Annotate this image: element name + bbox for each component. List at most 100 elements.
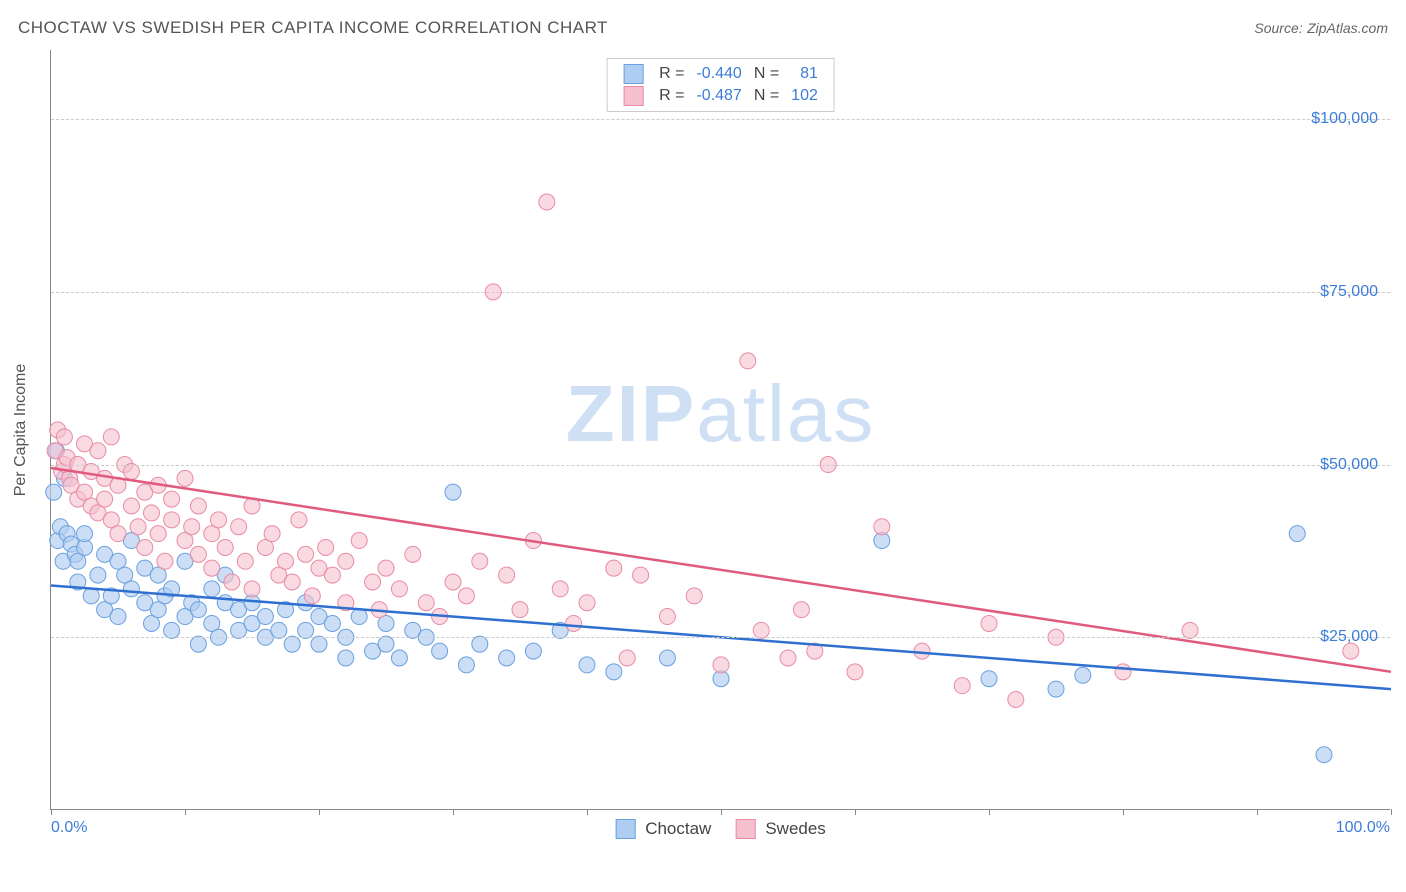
legend-swatch xyxy=(623,64,643,84)
scatter-point xyxy=(566,615,582,631)
scatter-point xyxy=(90,567,106,583)
trend-line xyxy=(51,468,1391,672)
scatter-point xyxy=(177,470,193,486)
scatter-point xyxy=(432,643,448,659)
plot-area: $25,000$50,000$75,000$100,0000.0%100.0% xyxy=(51,50,1390,809)
plot-frame: Per Capita Income ZIPatlas $25,000$50,00… xyxy=(50,50,1390,810)
x-axis-label: 0.0% xyxy=(51,819,87,837)
legend-r-label: R = xyxy=(653,85,690,107)
scatter-point xyxy=(298,622,314,638)
legend-swatch xyxy=(735,819,755,839)
scatter-point xyxy=(324,615,340,631)
scatter-point xyxy=(378,560,394,576)
x-axis-label: 100.0% xyxy=(1336,819,1390,837)
x-tick xyxy=(185,809,186,815)
legend-swatch xyxy=(615,819,635,839)
scatter-point xyxy=(606,664,622,680)
x-tick xyxy=(855,809,856,815)
legend-correlation-box: R =-0.440N =81R =-0.487N =102 xyxy=(606,58,835,112)
scatter-point xyxy=(539,194,555,210)
legend-n-label: N = xyxy=(748,85,785,107)
scatter-point xyxy=(211,512,227,528)
scatter-point xyxy=(77,526,93,542)
legend-correlation-row: R =-0.487N =102 xyxy=(617,85,824,107)
y-tick-label: $25,000 xyxy=(1320,628,1378,646)
scatter-point xyxy=(318,539,334,555)
scatter-point xyxy=(619,650,635,666)
scatter-point xyxy=(338,650,354,666)
scatter-point xyxy=(525,643,541,659)
x-tick xyxy=(587,809,588,815)
scatter-point xyxy=(1316,747,1332,763)
scatter-point xyxy=(130,519,146,535)
scatter-point xyxy=(1048,681,1064,697)
x-tick xyxy=(1257,809,1258,815)
scatter-point xyxy=(123,463,139,479)
chart-title: CHOCTAW VS SWEDISH PER CAPITA INCOME COR… xyxy=(18,18,608,38)
scatter-point xyxy=(271,622,287,638)
source-label: Source: xyxy=(1254,20,1302,36)
scatter-point xyxy=(512,602,528,618)
scatter-point xyxy=(954,678,970,694)
scatter-point xyxy=(190,636,206,652)
scatter-point xyxy=(378,636,394,652)
scatter-point xyxy=(847,664,863,680)
legend-series-label: Swedes xyxy=(765,819,825,839)
scatter-point xyxy=(137,539,153,555)
scatter-point xyxy=(713,657,729,673)
plot-svg xyxy=(51,50,1390,809)
legend-series-item: Swedes xyxy=(735,819,825,839)
scatter-point xyxy=(981,615,997,631)
scatter-point xyxy=(579,657,595,673)
legend-series-item: Choctaw xyxy=(615,819,711,839)
scatter-point xyxy=(231,519,247,535)
x-tick xyxy=(721,809,722,815)
scatter-point xyxy=(311,636,327,652)
scatter-point xyxy=(284,636,300,652)
gridline xyxy=(51,465,1390,466)
scatter-point xyxy=(237,553,253,569)
scatter-point xyxy=(874,519,890,535)
x-tick xyxy=(1123,809,1124,815)
scatter-point xyxy=(579,595,595,611)
scatter-point xyxy=(56,429,72,445)
gridline xyxy=(51,119,1390,120)
scatter-point xyxy=(606,560,622,576)
legend-series: Choctaw Swedes xyxy=(615,819,826,839)
source-name: ZipAtlas.com xyxy=(1307,20,1388,36)
scatter-point xyxy=(103,429,119,445)
scatter-point xyxy=(458,657,474,673)
scatter-point xyxy=(499,650,515,666)
scatter-point xyxy=(144,505,160,521)
scatter-point xyxy=(445,574,461,590)
scatter-point xyxy=(304,588,320,604)
scatter-point xyxy=(445,484,461,500)
x-tick xyxy=(51,809,52,815)
scatter-point xyxy=(365,574,381,590)
scatter-point xyxy=(264,526,280,542)
scatter-point xyxy=(753,622,769,638)
scatter-point xyxy=(164,491,180,507)
scatter-point xyxy=(123,581,139,597)
scatter-point xyxy=(164,622,180,638)
scatter-point xyxy=(110,609,126,625)
x-tick xyxy=(989,809,990,815)
scatter-point xyxy=(338,553,354,569)
scatter-point xyxy=(284,574,300,590)
scatter-point xyxy=(1115,664,1131,680)
scatter-point xyxy=(1289,526,1305,542)
scatter-point xyxy=(914,643,930,659)
scatter-point xyxy=(190,498,206,514)
scatter-point xyxy=(552,581,568,597)
scatter-point xyxy=(204,560,220,576)
y-axis-title: Per Capita Income xyxy=(12,363,30,496)
scatter-point xyxy=(224,574,240,590)
scatter-point xyxy=(244,581,260,597)
scatter-point xyxy=(659,650,675,666)
legend-n-value: 102 xyxy=(785,85,824,107)
legend-series-label: Choctaw xyxy=(645,819,711,839)
scatter-point xyxy=(123,498,139,514)
scatter-point xyxy=(659,609,675,625)
scatter-point xyxy=(150,526,166,542)
scatter-point xyxy=(686,588,702,604)
